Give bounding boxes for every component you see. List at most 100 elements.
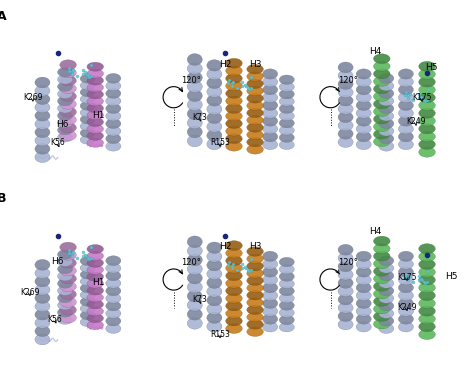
Ellipse shape <box>356 322 371 332</box>
Ellipse shape <box>247 65 264 74</box>
Ellipse shape <box>80 74 95 83</box>
Ellipse shape <box>35 144 50 154</box>
Ellipse shape <box>247 283 264 293</box>
Ellipse shape <box>374 297 390 306</box>
Ellipse shape <box>207 295 222 306</box>
Ellipse shape <box>207 242 222 253</box>
Ellipse shape <box>279 272 294 281</box>
Ellipse shape <box>187 236 202 248</box>
Ellipse shape <box>398 93 413 103</box>
Ellipse shape <box>379 301 394 311</box>
Ellipse shape <box>207 130 222 141</box>
Ellipse shape <box>187 54 202 65</box>
Ellipse shape <box>60 281 76 292</box>
Ellipse shape <box>87 272 103 281</box>
Ellipse shape <box>60 250 76 260</box>
Ellipse shape <box>374 69 390 79</box>
Text: H6: H6 <box>56 120 68 129</box>
Ellipse shape <box>87 97 103 106</box>
Ellipse shape <box>374 114 390 124</box>
Ellipse shape <box>106 104 121 113</box>
Text: 120°: 120° <box>181 76 201 85</box>
Ellipse shape <box>57 68 73 77</box>
Ellipse shape <box>207 251 222 262</box>
Ellipse shape <box>57 308 73 317</box>
Ellipse shape <box>57 125 73 135</box>
Ellipse shape <box>356 100 371 110</box>
Ellipse shape <box>279 126 294 135</box>
Ellipse shape <box>338 103 353 114</box>
Ellipse shape <box>35 152 50 163</box>
Ellipse shape <box>57 75 73 84</box>
Ellipse shape <box>60 313 76 323</box>
Ellipse shape <box>106 286 121 296</box>
Ellipse shape <box>187 254 202 266</box>
Ellipse shape <box>419 251 435 261</box>
Text: K175: K175 <box>397 273 416 282</box>
Ellipse shape <box>226 104 242 113</box>
Ellipse shape <box>338 62 353 73</box>
Ellipse shape <box>35 268 50 279</box>
Ellipse shape <box>419 139 435 150</box>
Ellipse shape <box>80 88 95 97</box>
Ellipse shape <box>379 256 394 266</box>
Ellipse shape <box>247 79 264 88</box>
Ellipse shape <box>374 274 390 284</box>
Ellipse shape <box>35 119 50 129</box>
Ellipse shape <box>279 301 294 310</box>
Ellipse shape <box>80 284 95 292</box>
Ellipse shape <box>279 257 294 267</box>
Ellipse shape <box>374 91 390 101</box>
Ellipse shape <box>207 312 222 323</box>
Ellipse shape <box>247 72 264 81</box>
Ellipse shape <box>338 112 353 123</box>
Ellipse shape <box>57 118 73 128</box>
Ellipse shape <box>379 278 394 288</box>
Text: A: A <box>0 10 7 23</box>
Ellipse shape <box>398 306 413 316</box>
Ellipse shape <box>80 297 95 306</box>
Ellipse shape <box>379 73 394 83</box>
Ellipse shape <box>106 256 121 266</box>
Ellipse shape <box>35 317 50 328</box>
Ellipse shape <box>187 117 202 129</box>
Ellipse shape <box>207 121 222 132</box>
Ellipse shape <box>187 263 202 275</box>
Text: H1: H1 <box>92 111 104 120</box>
Text: H2: H2 <box>219 242 231 251</box>
Ellipse shape <box>57 133 73 142</box>
Ellipse shape <box>419 283 435 293</box>
Ellipse shape <box>87 69 103 78</box>
Ellipse shape <box>87 131 103 140</box>
Ellipse shape <box>60 107 76 117</box>
Ellipse shape <box>374 84 390 94</box>
Ellipse shape <box>226 96 242 106</box>
Ellipse shape <box>279 104 294 113</box>
Ellipse shape <box>106 73 121 83</box>
Ellipse shape <box>374 244 390 254</box>
Ellipse shape <box>87 90 103 99</box>
Ellipse shape <box>87 76 103 85</box>
Ellipse shape <box>356 291 371 301</box>
Ellipse shape <box>207 86 222 97</box>
Ellipse shape <box>374 62 390 71</box>
Ellipse shape <box>57 104 73 113</box>
Text: K73: K73 <box>192 113 207 122</box>
Ellipse shape <box>207 77 222 88</box>
Ellipse shape <box>338 286 353 297</box>
Ellipse shape <box>247 312 264 322</box>
Ellipse shape <box>398 251 413 261</box>
Ellipse shape <box>398 283 413 293</box>
Ellipse shape <box>87 125 103 134</box>
Ellipse shape <box>187 135 202 147</box>
Ellipse shape <box>379 286 394 296</box>
Ellipse shape <box>398 124 413 134</box>
Ellipse shape <box>247 137 264 147</box>
Ellipse shape <box>263 306 278 316</box>
Ellipse shape <box>57 89 73 98</box>
Ellipse shape <box>226 111 242 121</box>
Ellipse shape <box>226 141 242 151</box>
Ellipse shape <box>419 306 435 316</box>
Ellipse shape <box>338 253 353 263</box>
Ellipse shape <box>338 95 353 106</box>
